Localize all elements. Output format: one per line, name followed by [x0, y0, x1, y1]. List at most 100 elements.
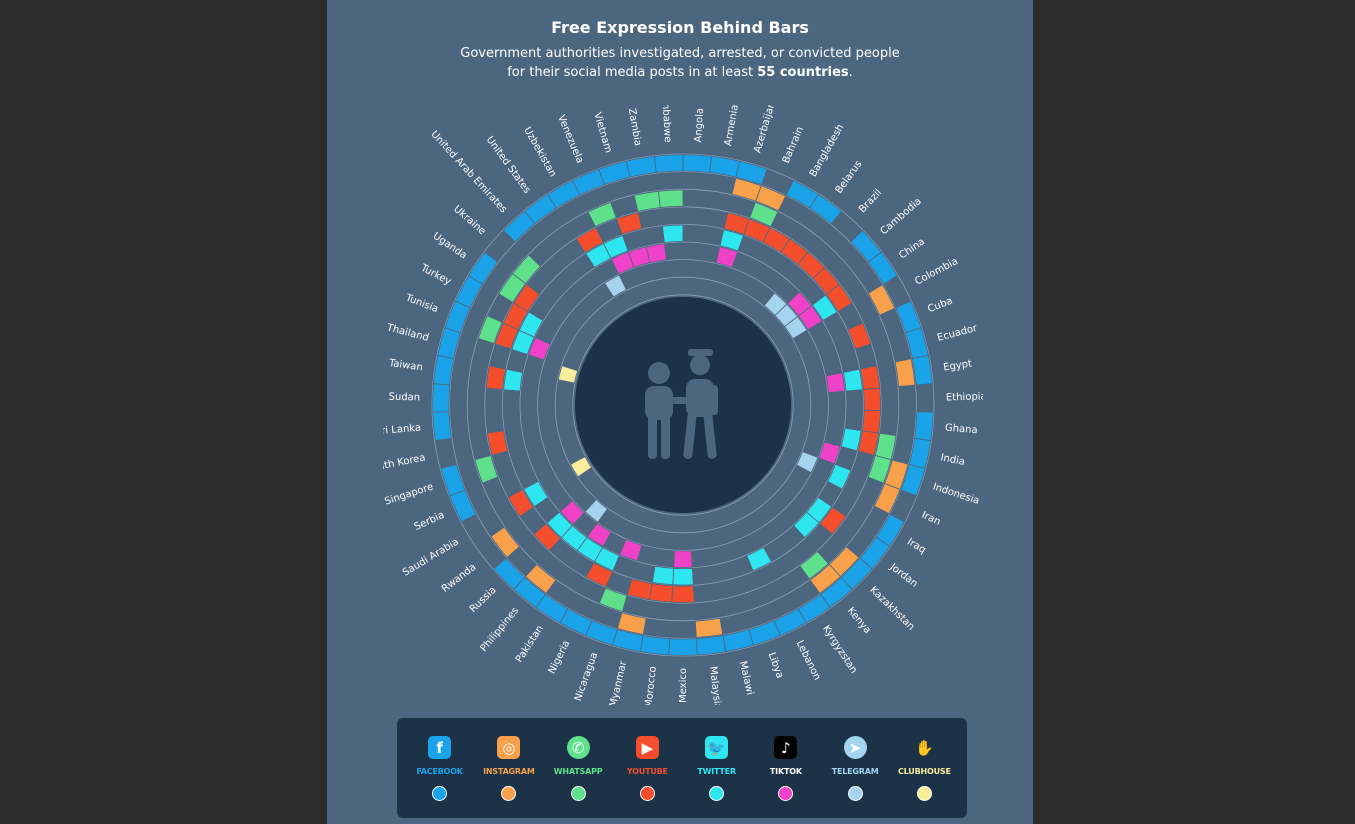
cell-instagram: [694, 617, 724, 638]
cell-twitter: [662, 224, 684, 243]
country-label: Iran: [920, 510, 942, 528]
cell-instagram: [894, 358, 916, 387]
cell-facebook: [432, 383, 451, 413]
cell-twitter: [793, 511, 820, 539]
country-label: Indonesia: [931, 482, 980, 507]
cell-youtube: [847, 322, 872, 350]
cell-facebook: [867, 251, 898, 285]
cell-facebook: [900, 463, 926, 497]
ring-guide: [484, 206, 882, 604]
cell-tiktok: [673, 550, 693, 568]
country-label: Thailand: [385, 322, 430, 344]
country-label: Jordan: [887, 561, 920, 590]
cell-youtube: [575, 227, 604, 254]
country-label: Vietnam: [591, 111, 613, 154]
cell-clubhouse: [557, 365, 579, 384]
subtitle-line-1: Government authorities investigated, arr…: [460, 46, 900, 61]
telegram-icon: ➤: [843, 736, 867, 759]
ring-guide: [519, 241, 847, 569]
arrest-icon: [645, 349, 718, 459]
cell-youtube: [585, 562, 613, 588]
country-label: Myanmar: [608, 659, 630, 705]
country-label: Bahrain: [781, 125, 806, 165]
country-label: Uzbekistan: [521, 125, 558, 179]
cell-facebook: [654, 154, 684, 173]
country-label: Russia: [468, 585, 499, 615]
country-label: Malaysia: [707, 666, 723, 705]
cell-facebook: [748, 620, 781, 646]
cell-whatsapp: [587, 201, 617, 228]
subtitle-line-2: for their social media posts in at least…: [327, 63, 1033, 82]
country-label: Azerbaijan: [752, 105, 777, 154]
cell-twitter: [746, 546, 773, 572]
cell-tiktok: [818, 441, 841, 465]
legend-item-clubhouse: ✋ CLUBHOUSE: [892, 718, 956, 818]
cell-facebook: [911, 354, 933, 386]
radial-chart: Angola Armenia Azerbaijan Bahrain Bangladesh…: [383, 105, 983, 705]
ring-guide: [554, 276, 812, 534]
ring-guide: [431, 153, 935, 657]
country-label: Kenya: [845, 605, 873, 636]
legend-item-twitter: 🐦 TWITTER: [685, 718, 749, 818]
country-label: Ukraine: [451, 204, 487, 238]
cell-youtube: [857, 430, 880, 456]
cell-facebook: [808, 193, 843, 225]
country-label: Nigeria: [547, 639, 573, 676]
legend-swatch: [570, 786, 586, 801]
cell-twitter: [811, 294, 838, 322]
cell-facebook: [735, 160, 768, 186]
cell-tiktok: [798, 305, 823, 331]
legend: f FACEBOOK ◎ INSTAGRAM ✆ WHATSAPP ▶ YOUT…: [397, 718, 967, 818]
cell-youtube: [863, 387, 881, 412]
cell-tiktok: [619, 538, 643, 562]
legend-item-tiktok: ♪ TIKTOK: [754, 718, 818, 818]
cell-tiktok: [528, 337, 551, 361]
country-label: Mexico: [678, 668, 689, 703]
cell-facebook: [722, 629, 755, 653]
cell-twitter: [546, 511, 573, 539]
legend-label: FACEBOOK: [416, 767, 463, 776]
country-label: Turkey: [418, 262, 453, 287]
twitter-icon: 🐦: [705, 736, 729, 759]
cell-instagram: [525, 563, 557, 594]
cell-tiktok: [825, 372, 846, 393]
cell-youtube: [616, 212, 643, 235]
cell-youtube: [860, 365, 881, 390]
facebook-icon: f: [428, 736, 452, 759]
country-label: Kyrgyzstan: [820, 624, 859, 676]
country-label: Ecuador: [936, 323, 979, 344]
cell-instagram: [616, 612, 647, 635]
country-label: Zambia: [626, 108, 643, 147]
country-label: Libya: [766, 651, 785, 680]
cell-facebook: [682, 154, 712, 173]
cell-twitter: [603, 234, 629, 259]
cell-facebook: [905, 327, 929, 360]
cell-instagram: [867, 284, 896, 316]
country-label: Bangladesh: [808, 122, 846, 178]
legend-swatch: [847, 786, 863, 801]
instagram-icon: ◎: [497, 736, 521, 759]
subtitle: Government authorities investigated, arr…: [327, 44, 1033, 82]
cell-twitter: [518, 311, 544, 338]
country-label: Egypt: [943, 359, 973, 374]
cell-twitter: [840, 427, 862, 452]
country-label: Kazakhstan: [867, 585, 916, 633]
legend-label: TELEGRAM: [831, 767, 879, 776]
country-label: Iraq: [905, 537, 927, 557]
cell-facebook: [598, 160, 631, 186]
country-label: Tunisia: [403, 292, 440, 315]
cell-youtube: [648, 583, 674, 603]
legend-label: TWITTER: [697, 767, 736, 776]
country-label: Saudi Arabia: [401, 537, 461, 579]
cell-instagram: [755, 185, 787, 212]
cell-youtube: [671, 585, 695, 604]
legend-item-instagram: ◎ INSTAGRAM: [477, 718, 541, 818]
country-label: South Korea: [383, 452, 426, 475]
cell-instagram: [809, 563, 841, 594]
country-label: Pakistan: [514, 624, 546, 665]
cell-whatsapp: [598, 587, 628, 612]
cell-whatsapp: [658, 189, 684, 208]
cell-tiktok: [715, 246, 739, 269]
cell-facebook: [437, 327, 461, 360]
cell-whatsapp: [867, 455, 892, 484]
